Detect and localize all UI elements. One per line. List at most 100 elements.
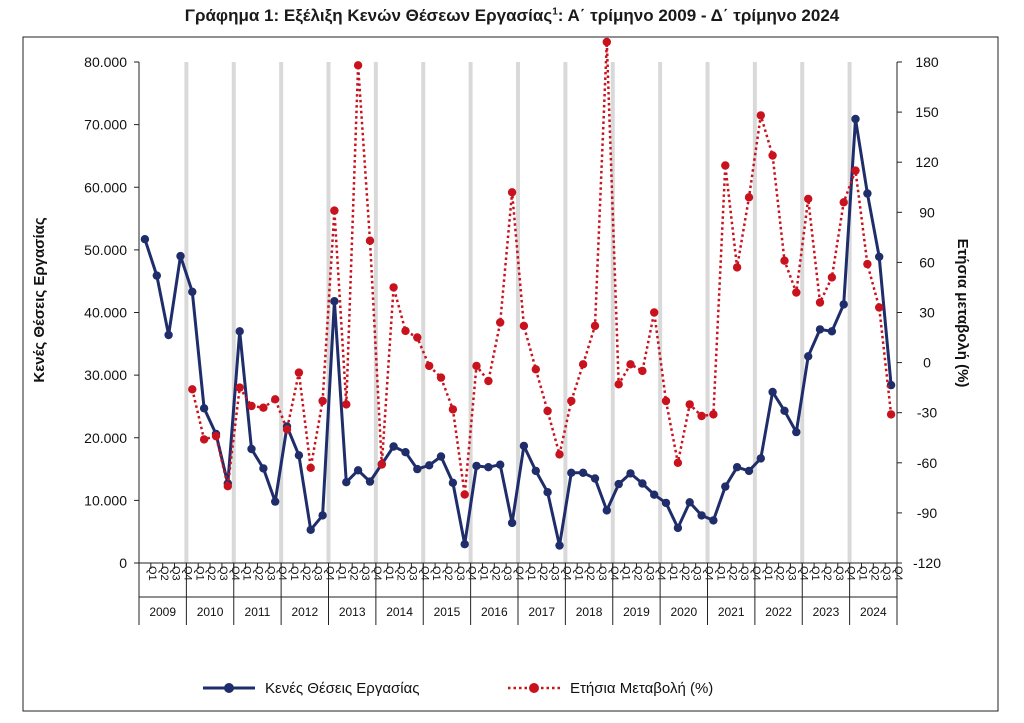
vacancies-data-point xyxy=(188,287,197,296)
annual-change-data-point xyxy=(235,383,244,392)
quarter-tick-label: Q2 xyxy=(584,566,596,581)
annual-change-data-point xyxy=(638,366,647,376)
vacancies-data-point xyxy=(697,511,706,520)
annual-change-data-point xyxy=(507,188,517,197)
vacancies-data-point xyxy=(709,516,718,525)
year-label: 2012 xyxy=(291,605,318,619)
quarter-tick-label: Q2 xyxy=(679,566,691,581)
vacancies-data-point xyxy=(401,448,410,457)
annual-change-data-point xyxy=(294,368,304,377)
quarter-tick-label: Q1 xyxy=(572,566,584,581)
quarter-tick-label: Q1 xyxy=(478,566,490,581)
quarter-tick-label: Q3 xyxy=(501,566,513,581)
quarter-tick-label: Q1 xyxy=(620,566,632,581)
annual-change-data-point xyxy=(188,385,197,394)
quarter-tick-label: Q2 xyxy=(205,566,217,581)
left-tick-label: 50.000 xyxy=(84,242,127,258)
year-label: 2022 xyxy=(765,605,792,619)
vacancies-data-point xyxy=(732,463,742,472)
right-y-axis: -120 -90 -60 -30 0 30 60 90 120 150 180 xyxy=(897,54,941,571)
vacancies-data-point xyxy=(626,469,635,478)
quarter-tick-label: Q3 xyxy=(312,566,324,581)
quarter-tick-label: Q2 xyxy=(868,566,880,581)
legend-label-change: Ετήσια Μεταβολή (%) xyxy=(570,680,713,697)
annual-change-data-point xyxy=(448,405,458,414)
vacancies-data-point xyxy=(685,498,694,507)
vacancies-data-point xyxy=(342,478,351,487)
chart-title: Γράφημα 1: Εξέλιξη Κενών Θέσεων Εργασίας… xyxy=(0,6,1024,26)
annual-change-data-point xyxy=(744,193,754,202)
annual-change-data-point xyxy=(697,411,706,421)
left-tick-label: 80.000 xyxy=(84,54,127,70)
annual-change-data-point xyxy=(839,198,848,207)
right-tick-label: 0 xyxy=(923,355,931,371)
vacancies-data-point xyxy=(673,523,683,533)
vacancies-data-point xyxy=(875,252,884,261)
quarter-tick-label: Q2 xyxy=(489,566,501,581)
vacancies-data-point xyxy=(721,482,730,491)
vacancies-data-point xyxy=(661,498,671,508)
vacancies-data-point xyxy=(259,464,268,473)
year-label: 2009 xyxy=(149,605,176,619)
quarter-tick-label: Q1 xyxy=(667,566,679,581)
vacancies-data-point xyxy=(531,466,540,476)
left-tick-label: 10.000 xyxy=(84,492,127,508)
annual-change-data-point xyxy=(436,373,446,382)
annual-change-data-point xyxy=(377,460,386,469)
vacancies-data-point xyxy=(152,271,161,280)
vacancies-data-point xyxy=(140,235,150,244)
vacancies-data-point xyxy=(815,325,825,334)
annual-change-data-point xyxy=(342,400,351,409)
annual-change-data-point xyxy=(199,435,209,444)
annual-change-data-point xyxy=(259,403,268,412)
annual-change-data-point xyxy=(519,321,529,331)
chart-title-footnote-mark: 1 xyxy=(552,6,558,18)
quarter-tick-label: Q3 xyxy=(359,566,371,581)
annual-change-data-point xyxy=(484,376,493,386)
annual-change-data-point xyxy=(602,37,611,47)
right-axis-title: Ετήσια μεταβολή (%) xyxy=(954,239,971,388)
vacancies-data-point xyxy=(199,404,209,413)
annual-change-data-point xyxy=(804,194,813,204)
quarter-tick-label: Q1 xyxy=(430,566,442,581)
year-label: 2010 xyxy=(197,605,224,619)
vacancies-data-point xyxy=(271,497,280,506)
quarter-tick-label: Q1 xyxy=(525,566,537,581)
right-tick-label: 150 xyxy=(915,104,939,120)
annual-change-data-point xyxy=(780,256,789,265)
year-label: 2021 xyxy=(718,605,745,619)
vacancies-data-point xyxy=(484,463,493,472)
annual-change-data-point xyxy=(863,259,872,269)
annual-change-data-point xyxy=(756,111,765,120)
vacancies-series-line xyxy=(143,117,893,547)
vacancies-data-point xyxy=(768,387,777,397)
vacancies-data-point xyxy=(448,478,458,487)
quarter-tick-label: Q3 xyxy=(880,566,892,581)
annual-change-data-point xyxy=(567,396,576,406)
annual-change-data-point xyxy=(590,321,600,331)
annual-change-data-point xyxy=(886,410,896,419)
quarter-tick-label: Q4 xyxy=(608,566,620,581)
right-tick-label: 120 xyxy=(915,154,939,170)
quarter-tick-label: Q4 xyxy=(655,566,667,581)
right-tick-label: 90 xyxy=(919,204,935,220)
vacancies-data-point xyxy=(507,518,517,528)
annual-change-data-point xyxy=(318,396,327,406)
annual-change-data-point xyxy=(721,161,730,170)
left-tick-label: 0 xyxy=(119,555,127,571)
quarter-tick-label: Q4 xyxy=(276,566,288,581)
vacancies-data-point xyxy=(839,300,848,309)
quarter-tick-label: Q2 xyxy=(726,566,738,581)
vacancies-data-point xyxy=(555,541,564,550)
quarter-tick-label: Q4 xyxy=(513,566,525,581)
vacancies-data-point xyxy=(306,525,315,534)
left-axis-title: Κενές Θέσεις Εργασίας xyxy=(31,217,48,382)
vacancies-data-point xyxy=(614,479,623,489)
vacancies-data-point xyxy=(365,477,375,486)
annual-change-data-point xyxy=(353,61,363,70)
legend-swatch-change-marker xyxy=(529,683,539,693)
vacancies-data-point xyxy=(164,330,173,340)
legend: Κενές Θέσεις Εργασίας Ετήσια Μεταβολή (%… xyxy=(203,680,713,697)
right-tick-label: -90 xyxy=(917,505,937,521)
annual-change-data-point xyxy=(626,360,635,369)
